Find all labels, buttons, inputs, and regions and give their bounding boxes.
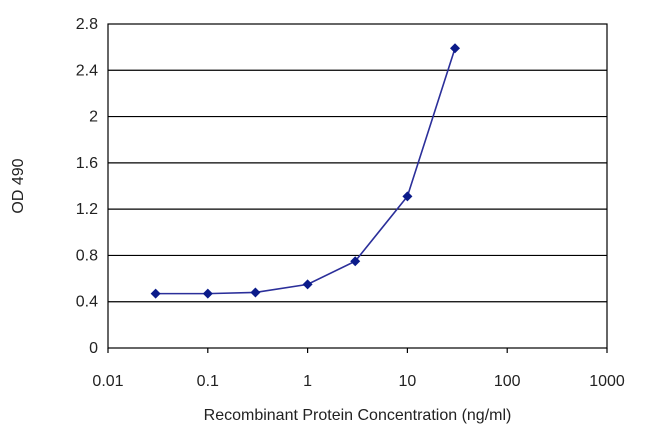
data-point-markers <box>150 43 461 299</box>
y-axis-title: OD 490 <box>10 158 27 213</box>
y-tick-label: 1.2 <box>76 201 98 218</box>
data-point <box>302 279 313 290</box>
y-tick-label: 1.6 <box>76 155 98 172</box>
data-point <box>402 191 413 202</box>
data-point <box>150 288 161 299</box>
y-tick-label: 0.4 <box>76 294 98 311</box>
y-tick-label: 0 <box>89 340 98 357</box>
x-axis-title: Recombinant Protein Concentration (ng/ml… <box>204 407 512 424</box>
data-point <box>202 288 213 299</box>
y-tick-label: 2 <box>89 109 98 126</box>
y-tick-label: 2.4 <box>76 62 98 79</box>
y-tick-label: 0.8 <box>76 247 98 264</box>
x-tick-label: 1 <box>303 373 312 390</box>
data-point <box>450 43 461 54</box>
x-axis-tick-labels: 0.01 0.1 1 10 100 1000 <box>92 373 624 390</box>
series-line <box>155 48 456 295</box>
plot-area-border <box>107 23 608 349</box>
x-tick-label: 10 <box>399 373 417 390</box>
y-tick-label: 2.8 <box>76 16 98 33</box>
x-axis-ticks <box>107 348 608 353</box>
x-tick-label: 0.01 <box>92 373 123 390</box>
x-tick-label: 0.1 <box>197 373 219 390</box>
y-axis-tick-labels: 0 0.4 0.8 1.2 1.6 2 2.4 2.8 <box>76 16 98 357</box>
x-tick-label: 100 <box>494 373 521 390</box>
x-tick-label: 1000 <box>589 373 625 390</box>
data-point <box>350 256 361 267</box>
gridlines <box>108 69 607 303</box>
data-point <box>250 287 261 298</box>
